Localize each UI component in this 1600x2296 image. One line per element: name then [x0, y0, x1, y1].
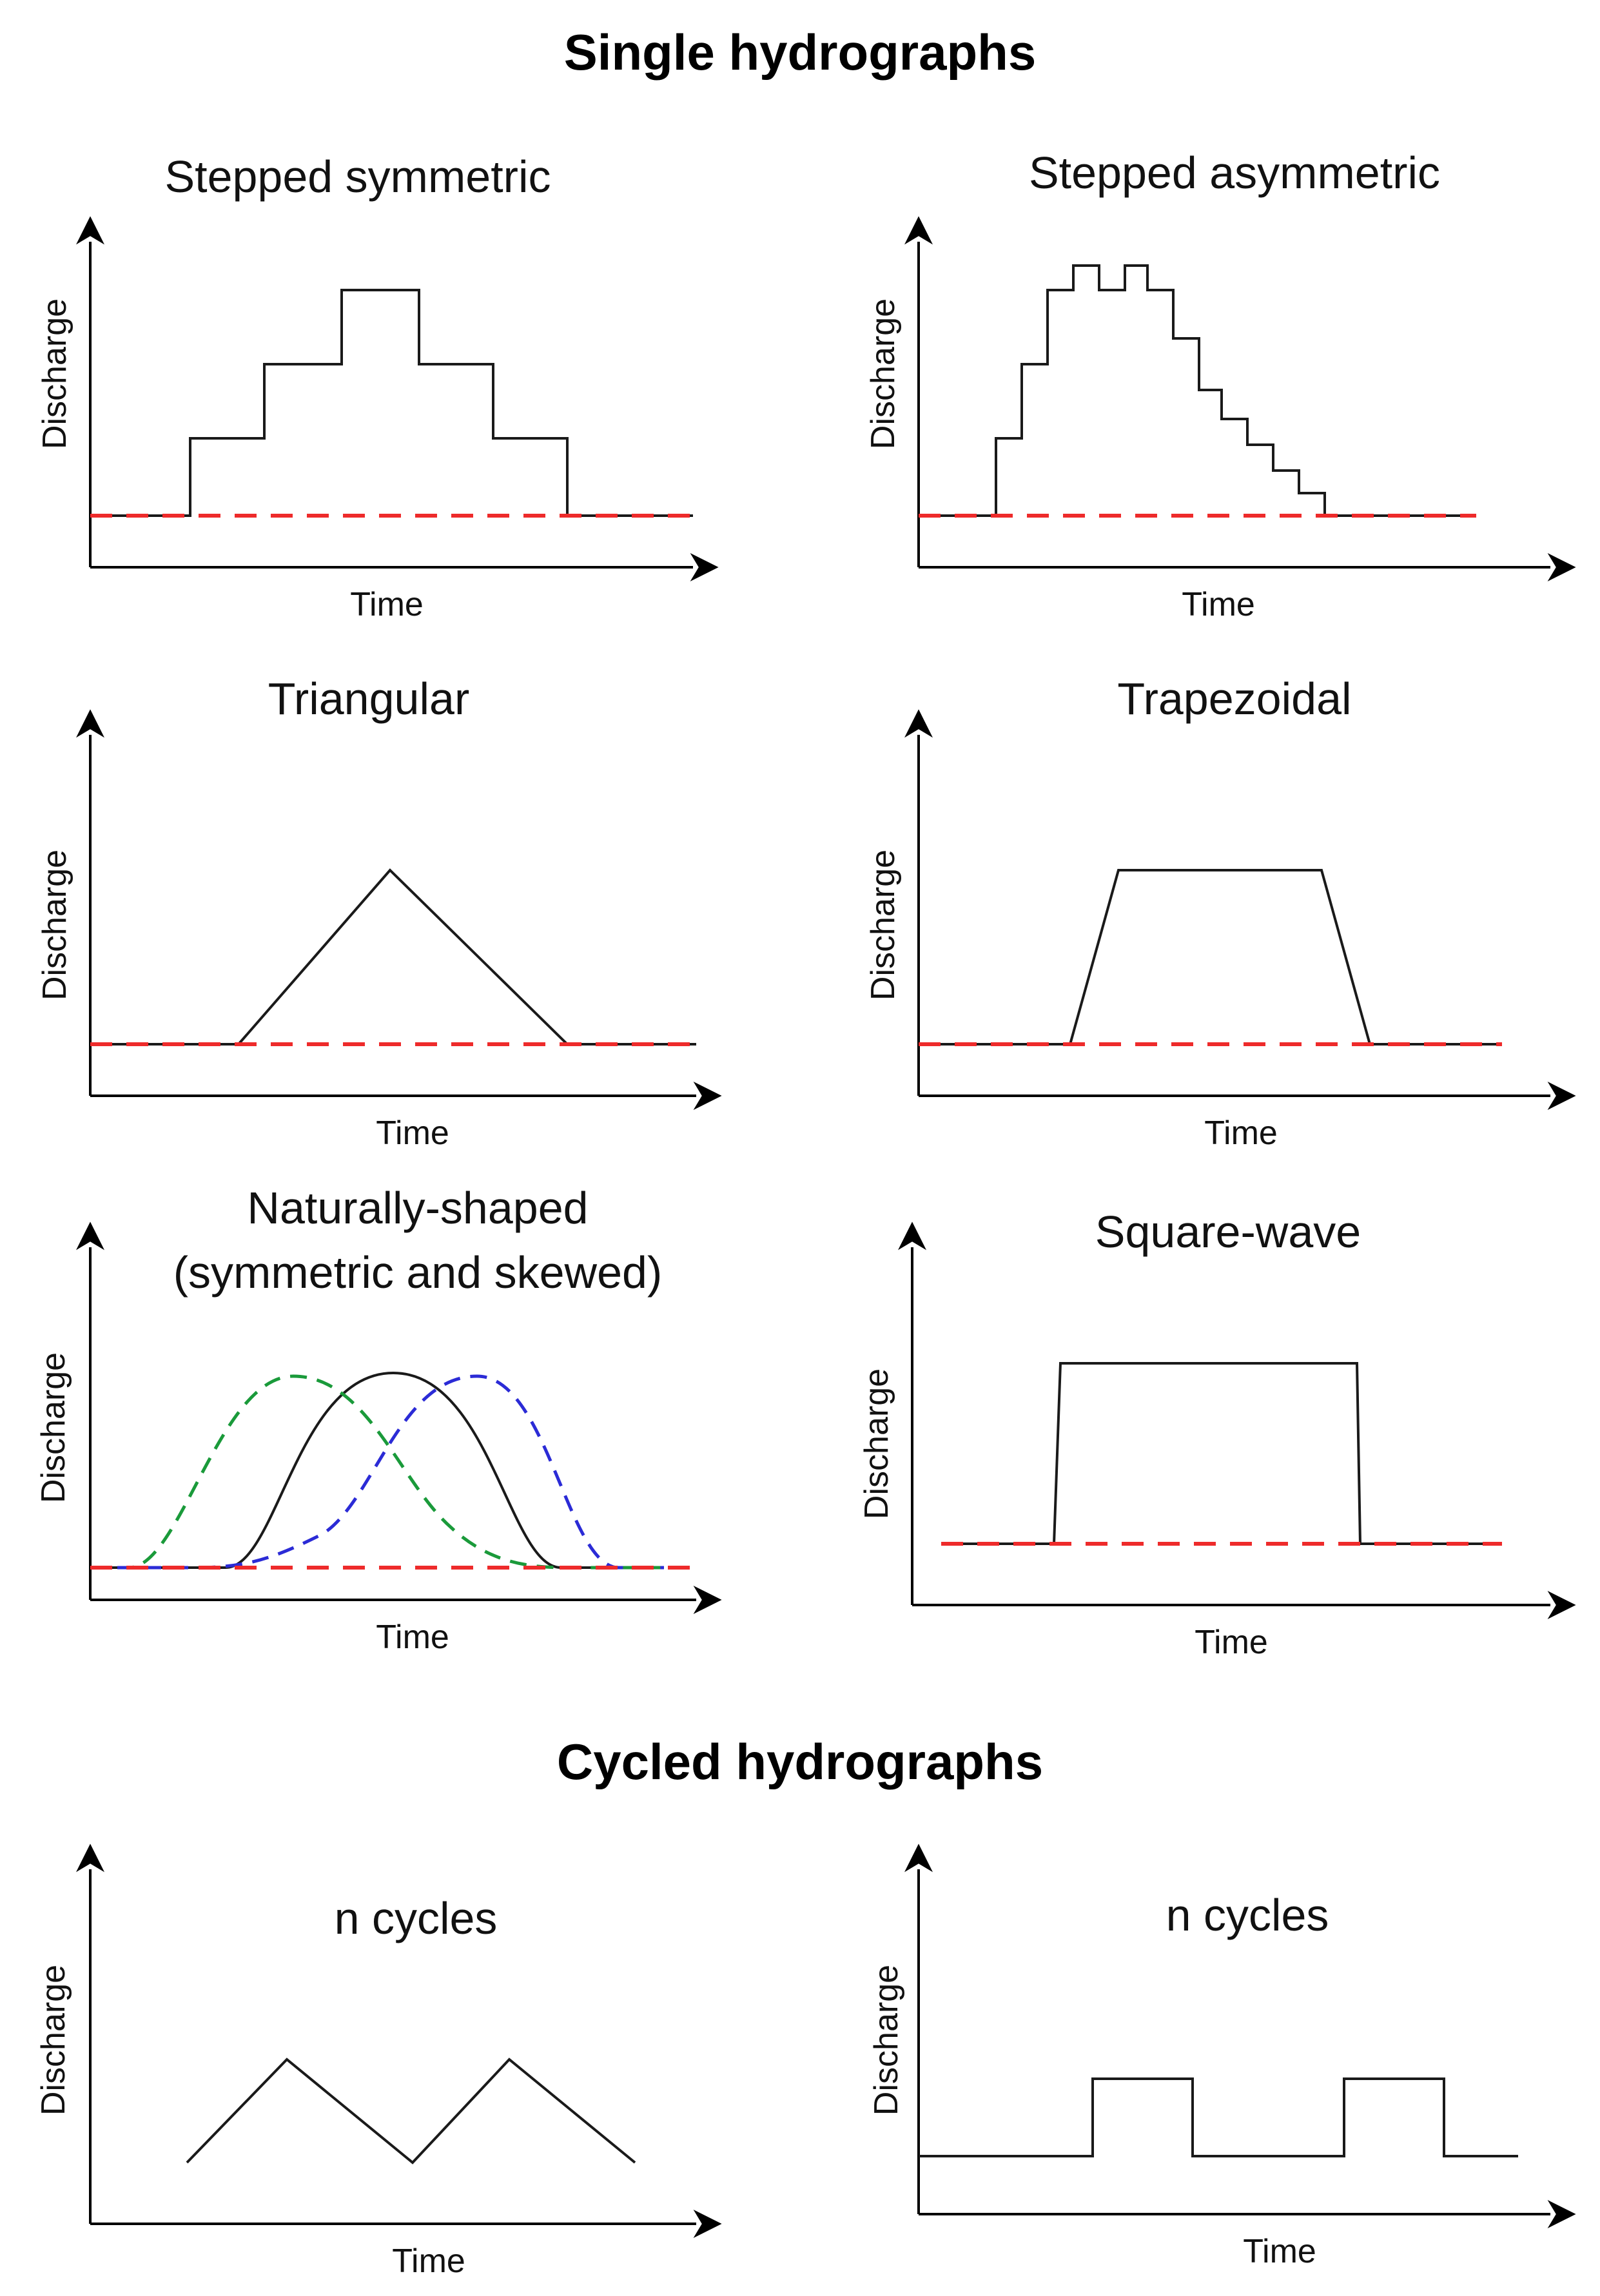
panel-title: Trapezoidal — [1117, 674, 1351, 724]
stepped-symmetric-curve — [90, 289, 693, 517]
x-axis-label: Time — [350, 586, 424, 623]
x-axis-label: Time — [392, 2242, 465, 2280]
x-axis-label: Time — [1195, 1624, 1268, 1661]
y-axis-label: Discharge — [36, 298, 73, 449]
panel-naturally-shaped: Naturally-shaped (symmetric and skewed) … — [35, 1183, 722, 1656]
x-axis-label: Time — [376, 1619, 449, 1656]
single-hydrographs-title: Single hydrographs — [564, 24, 1036, 81]
panel-title: n cycles — [1166, 1890, 1329, 1940]
right-skewed-curve — [90, 1374, 664, 1570]
y-axis-label: Discharge — [864, 298, 902, 449]
left-skewed-curve — [90, 1374, 664, 1570]
square-cycles-curve — [919, 2077, 1518, 2157]
square-wave-curve — [941, 1362, 1502, 1545]
x-axis-label: Time — [1204, 1114, 1278, 1152]
panel-triangular-cycles: n cycles Discharge Time — [35, 1844, 722, 2280]
x-axis-label: Time — [1182, 586, 1255, 623]
panel-title-line1: Naturally-shaped — [247, 1183, 588, 1233]
symmetric-natural-curve — [90, 1371, 664, 1569]
panel-title: Square-wave — [1095, 1207, 1361, 1257]
panel-title: Stepped symmetric — [164, 151, 551, 202]
triangular-curve — [90, 868, 696, 1046]
panel-stepped-symmetric: Stepped symmetric Discharge Time — [36, 151, 719, 623]
x-axis-label: Time — [1243, 2233, 1316, 2270]
y-axis-label: Discharge — [858, 1368, 895, 1519]
x-axis-label: Time — [376, 1114, 449, 1152]
cycled-hydrographs-title: Cycled hydrographs — [557, 1733, 1043, 1790]
panel-title: Triangular — [268, 674, 470, 724]
panel-trapezoidal: Trapezoidal Discharge Time — [864, 674, 1576, 1152]
panel-title-line2: (symmetric and skewed) — [173, 1247, 663, 1298]
y-axis-label: Discharge — [864, 850, 902, 1000]
panel-square-wave: Square-wave Discharge Time — [858, 1207, 1576, 1661]
panel-title: n cycles — [335, 1893, 498, 1943]
y-axis-label: Discharge — [868, 1965, 905, 2116]
panel-square-cycles: n cycles Discharge Time — [868, 1844, 1576, 2270]
stepped-asymmetric-curve — [919, 264, 1476, 517]
panel-triangular: Triangular Discharge Time — [36, 674, 722, 1152]
triangular-cycles-curve — [186, 2058, 636, 2165]
trapezoidal-curve — [919, 869, 1502, 1046]
y-axis-label: Discharge — [35, 1352, 72, 1503]
panel-stepped-asymmetric: Stepped asymmetric Discharge Time — [864, 148, 1576, 623]
y-axis-label: Discharge — [36, 850, 73, 1000]
y-axis-label: Discharge — [35, 1965, 72, 2116]
panel-title: Stepped asymmetric — [1029, 148, 1440, 198]
